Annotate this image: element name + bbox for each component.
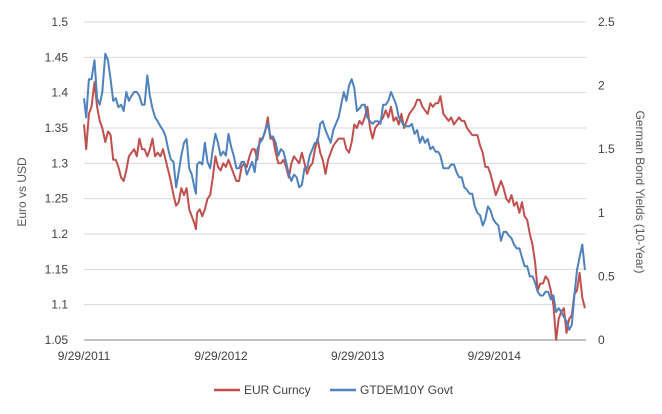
left-tick-label: 1.15: [45, 262, 69, 276]
legend-label-gtdem: GTDEM10Y Govt: [360, 383, 454, 397]
right-tick-label: 2: [598, 79, 605, 93]
left-tick-label: 1.25: [45, 192, 69, 206]
right-tick-label: 2.5: [598, 15, 615, 29]
legend-label-eur: EUR Curncy: [244, 383, 311, 397]
left-axis-title: Euro vs USD: [15, 157, 29, 227]
x-tick-label: 9/29/2013: [331, 349, 385, 363]
legend: EUR Curncy GTDEM10Y Govt: [214, 383, 454, 397]
left-tick-label: 1.45: [45, 50, 69, 64]
right-tick-label: 0: [598, 333, 605, 347]
right-tick-label: 0.5: [598, 269, 615, 283]
gridlines: [84, 21, 586, 306]
series-layer: [83, 52, 586, 341]
left-tick-label: 1.3: [51, 156, 68, 170]
left-tick-label: 1.5: [51, 15, 68, 29]
right-axis-title: German Bond Yields (10-Year): [633, 111, 647, 274]
left-tick-label: 1.1: [51, 298, 68, 312]
right-axis-ticks: 0 0.5 1 1.5 2 2.5: [598, 15, 615, 347]
left-axis-ticks: 1.05 1.1 1.15 1.2 1.25 1.3 1.35 1.4 1.45 1.5: [45, 15, 69, 347]
x-tick-label: 9/29/2014: [468, 349, 522, 363]
x-tick-label: 9/29/2012: [194, 349, 248, 363]
left-tick-label: 1.05: [45, 333, 69, 347]
x-axis-ticks: 9/29/2011 9/29/2012 9/29/2013 9/29/2014: [58, 349, 522, 363]
right-tick-label: 1: [598, 206, 605, 220]
left-tick-label: 1.35: [45, 121, 69, 135]
right-tick-label: 1.5: [598, 142, 615, 156]
x-tick-label: 9/29/2011: [58, 349, 111, 363]
gtdem10y-govt-line: [83, 52, 586, 331]
eur-curncy-line: [83, 81, 586, 341]
left-tick-label: 1.2: [51, 227, 68, 241]
left-tick-label: 1.4: [51, 86, 68, 100]
